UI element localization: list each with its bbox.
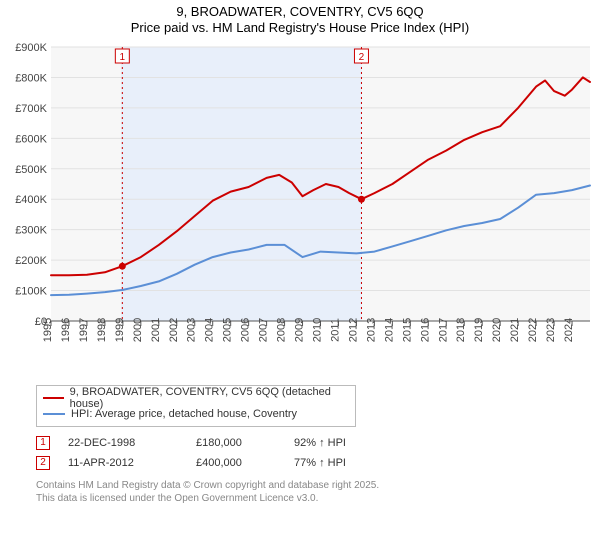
svg-text:2005: 2005	[222, 317, 234, 341]
sales-table: 1 22-DEC-1998 £180,000 92% ↑ HPI 2 11-APR-201…	[36, 433, 594, 473]
sale-hpi: 92% ↑ HPI	[294, 437, 384, 449]
svg-text:2007: 2007	[258, 317, 270, 341]
svg-text:£700K: £700K	[15, 102, 47, 114]
svg-text:2009: 2009	[294, 317, 306, 341]
svg-text:2006: 2006	[240, 317, 252, 341]
legend-label: HPI: Average price, detached house, Cove…	[71, 408, 297, 420]
legend-row: 9, BROADWATER, COVENTRY, CV5 6QQ (detach…	[43, 390, 349, 406]
svg-text:2013: 2013	[365, 317, 377, 341]
sale-marker: 2	[36, 456, 50, 470]
svg-text:1999: 1999	[114, 317, 126, 341]
footer-line-2: This data is licensed under the Open Gov…	[36, 492, 594, 505]
sales-row: 2 11-APR-2012 £400,000 77% ↑ HPI	[36, 453, 594, 473]
svg-text:£900K: £900K	[15, 42, 47, 54]
svg-text:2018: 2018	[455, 317, 467, 341]
svg-text:2000: 2000	[132, 317, 144, 341]
svg-text:2010: 2010	[312, 317, 324, 341]
svg-text:2004: 2004	[204, 317, 216, 341]
title-line-2: Price paid vs. HM Land Registry's House …	[6, 20, 594, 36]
svg-text:2: 2	[359, 52, 365, 63]
svg-text:2021: 2021	[509, 317, 521, 341]
svg-text:£500K: £500K	[15, 163, 47, 175]
svg-text:2020: 2020	[491, 317, 503, 341]
svg-text:1998: 1998	[96, 317, 108, 341]
svg-text:1996: 1996	[60, 317, 72, 341]
svg-text:2001: 2001	[150, 317, 162, 341]
chart-svg: £0£100K£200K£300K£400K£500K£600K£700K£80…	[6, 41, 594, 381]
footer: Contains HM Land Registry data © Crown c…	[36, 479, 594, 505]
svg-text:2012: 2012	[347, 317, 359, 341]
container: 9, BROADWATER, COVENTRY, CV5 6QQ Price p…	[0, 0, 600, 511]
svg-text:2014: 2014	[383, 317, 395, 341]
svg-text:£800K: £800K	[15, 72, 47, 84]
svg-text:2002: 2002	[168, 317, 180, 341]
svg-text:£100K: £100K	[15, 285, 47, 297]
svg-text:2011: 2011	[329, 318, 341, 342]
sale-date: 11-APR-2012	[68, 457, 178, 469]
sale-marker: 1	[36, 436, 50, 450]
svg-text:£400K: £400K	[15, 194, 47, 206]
svg-text:1: 1	[120, 52, 126, 63]
svg-text:2024: 2024	[563, 317, 575, 341]
footer-line-1: Contains HM Land Registry data © Crown c…	[36, 479, 594, 492]
sale-price: £400,000	[196, 457, 276, 469]
chart: £0£100K£200K£300K£400K£500K£600K£700K£80…	[6, 41, 594, 381]
svg-text:£200K: £200K	[15, 255, 47, 267]
chart-title: 9, BROADWATER, COVENTRY, CV5 6QQ Price p…	[6, 4, 594, 37]
legend: 9, BROADWATER, COVENTRY, CV5 6QQ (detach…	[36, 385, 356, 427]
svg-text:2023: 2023	[545, 317, 557, 341]
legend-swatch	[43, 397, 64, 399]
svg-text:2022: 2022	[527, 317, 539, 341]
svg-text:2017: 2017	[437, 317, 449, 341]
sale-date: 22-DEC-1998	[68, 437, 178, 449]
sale-hpi: 77% ↑ HPI	[294, 457, 384, 469]
svg-text:2019: 2019	[473, 317, 485, 341]
svg-text:2003: 2003	[186, 317, 198, 341]
svg-text:1997: 1997	[78, 317, 90, 341]
svg-text:2015: 2015	[401, 317, 413, 341]
sales-row: 1 22-DEC-1998 £180,000 92% ↑ HPI	[36, 433, 594, 453]
svg-text:£300K: £300K	[15, 224, 47, 236]
legend-swatch	[43, 413, 65, 415]
svg-text:2016: 2016	[419, 317, 431, 341]
title-line-1: 9, BROADWATER, COVENTRY, CV5 6QQ	[6, 4, 594, 20]
legend-label: 9, BROADWATER, COVENTRY, CV5 6QQ (detach…	[70, 386, 349, 410]
svg-text:1995: 1995	[42, 317, 54, 341]
svg-text:2008: 2008	[276, 317, 288, 341]
sale-price: £180,000	[196, 437, 276, 449]
svg-text:£600K: £600K	[15, 133, 47, 145]
